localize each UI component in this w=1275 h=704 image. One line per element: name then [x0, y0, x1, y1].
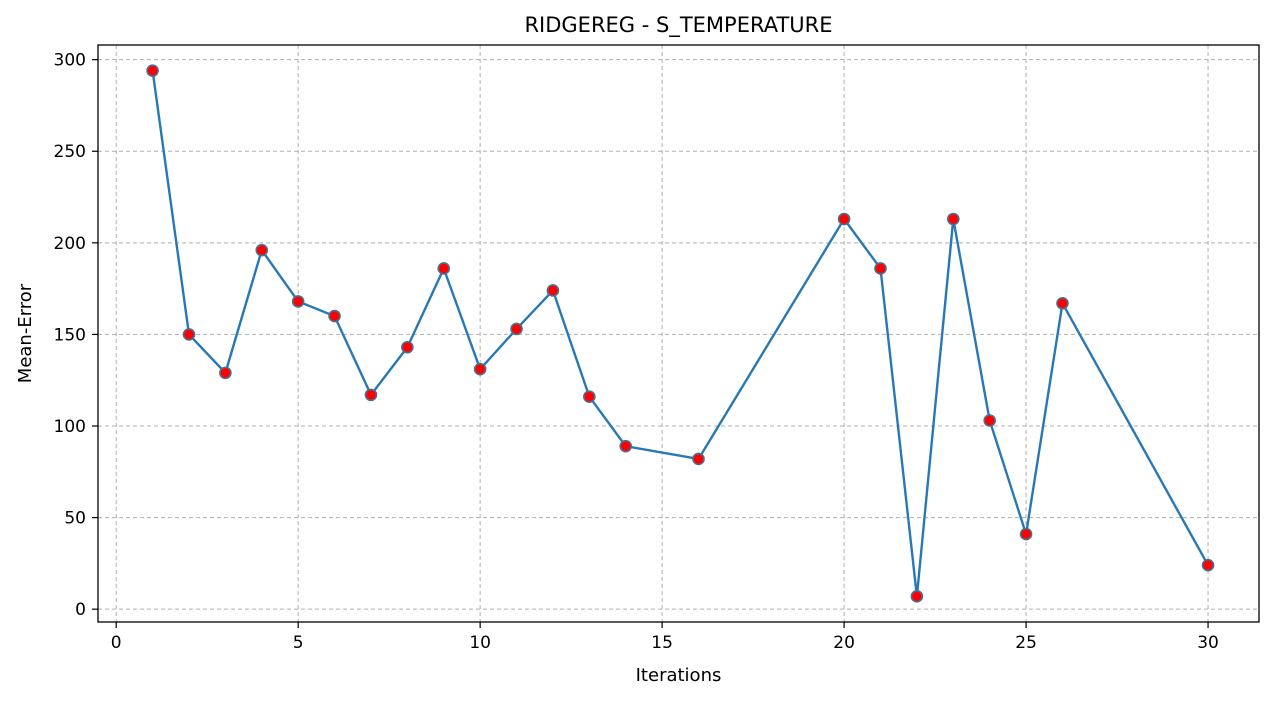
- y-tick-label: 250: [54, 142, 86, 162]
- data-point: [583, 390, 596, 403]
- x-axis-label: Iterations: [636, 665, 722, 686]
- data-point: [437, 262, 451, 275]
- x-tick-label: 5: [293, 633, 304, 653]
- data-point: [1019, 527, 1033, 541]
- data-point: [219, 366, 232, 380]
- data-point: [910, 590, 924, 603]
- data-point: [1056, 296, 1069, 310]
- y-tick-label: 200: [54, 234, 86, 254]
- x-tick-label: 25: [1015, 633, 1037, 653]
- data-point: [328, 309, 341, 323]
- y-tick-label: 50: [64, 509, 86, 529]
- data-point: [510, 322, 523, 336]
- data-point: [946, 212, 960, 226]
- data-point: [291, 295, 305, 308]
- data-point: [473, 362, 487, 376]
- data-point: [546, 284, 560, 297]
- data-point: [401, 340, 414, 354]
- data-point: [983, 414, 996, 427]
- chart-title: RIDGEREG - S_TEMPERATURE: [524, 13, 832, 38]
- y-tick-label: 150: [54, 325, 86, 345]
- data-point: [874, 262, 887, 275]
- x-tick-label: 10: [469, 633, 491, 653]
- y-axis-label: Mean-Error: [15, 283, 36, 383]
- y-tick-label: 0: [75, 600, 86, 620]
- series-layer: [146, 64, 1215, 603]
- grid: [98, 45, 1259, 622]
- plot-frame: [97, 44, 1260, 623]
- x-tick-label: 20: [833, 633, 855, 653]
- y-tick-label: 300: [54, 51, 86, 71]
- x-tick-label: 0: [111, 633, 122, 653]
- data-point: [692, 452, 705, 466]
- y-tick-label: 100: [54, 417, 86, 437]
- data-point: [1201, 558, 1215, 572]
- data-point: [619, 439, 633, 453]
- data-point: [182, 328, 196, 341]
- data-point: [255, 243, 269, 257]
- data-point: [837, 212, 851, 226]
- data-point: [364, 388, 378, 402]
- data-point: [146, 64, 159, 77]
- x-tick-label: 30: [1197, 633, 1219, 653]
- x-tick-label: 15: [651, 633, 673, 653]
